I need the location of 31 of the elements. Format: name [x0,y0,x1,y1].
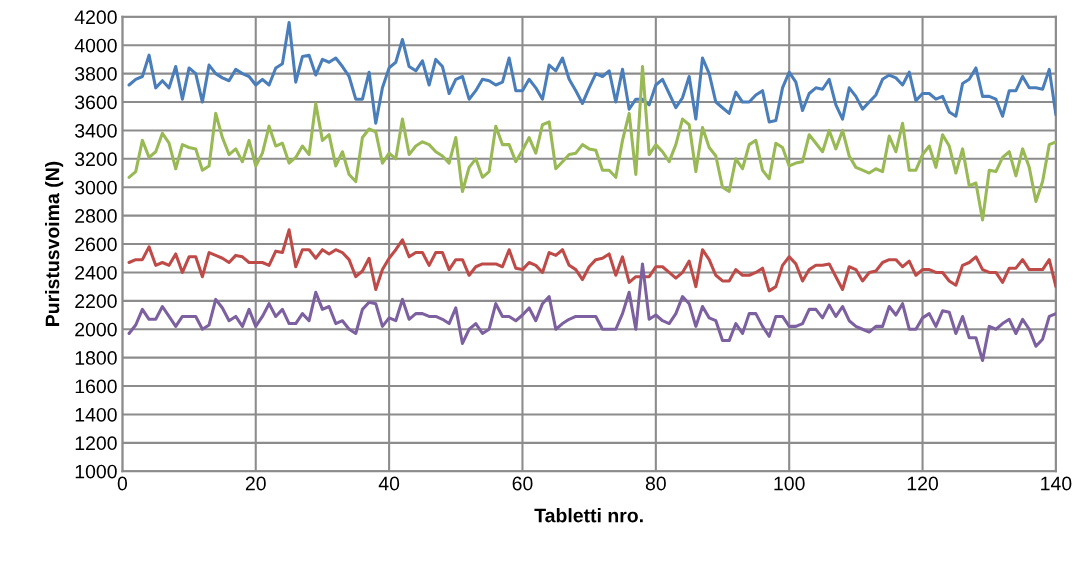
y-tick-label: 2800 [75,209,117,223]
y-tick-label: 1200 [75,436,117,451]
y-tick-label: 3000 [75,180,117,195]
y-axis-title: Puristusvoima (N) [45,161,64,326]
x-tick-label: 0 [117,476,128,491]
y-tick-label: 1400 [75,407,117,422]
y-tick-label: 3600 [75,95,117,110]
line-series [127,262,1056,363]
y-tick-label: 1000 [75,464,117,479]
y-tick-label: 2200 [75,294,117,309]
y-tick-label: 4200 [74,10,117,25]
x-axis-title: Tabletti nro. [534,508,643,523]
line-series [127,20,1056,125]
x-tick-label: 20 [245,476,266,491]
x-tick-label: 140 [1041,476,1072,491]
x-tick-label: 80 [645,476,666,491]
y-tick-label: 3400 [75,123,117,138]
line-series [127,228,1056,293]
y-tick-label: 1800 [75,351,117,365]
x-tick-label: 60 [512,476,533,491]
y-tick-label: 3800 [75,67,117,81]
line-series [127,65,1056,222]
y-tick-label: 2000 [75,322,117,337]
y-tick-label: 3200 [75,152,117,167]
y-tick-label: 2400 [75,265,117,280]
y-tick-label: 1600 [75,379,117,394]
x-tick-label: 40 [378,476,400,491]
y-tick-label: 2600 [75,237,117,252]
x-tick-label: 120 [907,476,939,491]
y-tick-label: 4000 [74,38,117,53]
x-tick-label: 100 [774,476,805,491]
